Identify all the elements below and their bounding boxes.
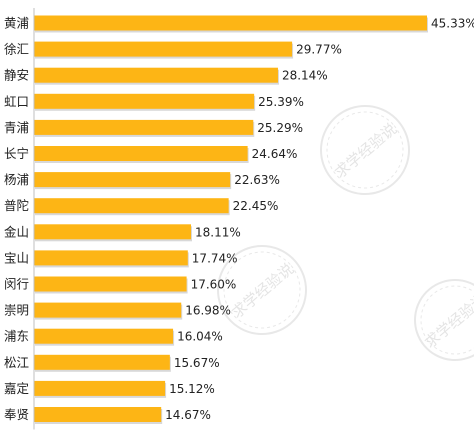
value-label: 25.39% [258,95,304,109]
category-label: 崇明 [4,303,29,318]
bar-徐汇 [34,41,293,57]
bar-嘉定 [34,380,166,396]
category-label: 奉贤 [4,407,29,422]
watermark-stamp: 求学经验说 [414,279,474,361]
watermark-text: 求学经验说 [228,260,297,322]
value-label: 15.12% [169,382,215,396]
bar-浦东 [34,328,174,344]
value-label: 25.29% [257,121,303,135]
category-label: 闵行 [4,277,29,292]
bar-奉贤 [34,407,162,422]
value-label: 22.63% [234,173,280,187]
value-label: 16.98% [185,304,231,318]
value-label: 17.74% [192,251,238,265]
bar-宝山 [34,250,188,266]
value-label: 15.67% [174,356,220,370]
bar-黄浦 [34,15,427,31]
watermark-stamp: 求学经验说 [320,105,410,195]
value-label: 24.64% [252,147,298,161]
value-label: 17.60% [191,278,237,292]
bar-青浦 [34,119,254,135]
value-label: 22.45% [233,199,279,213]
value-label: 29.77% [296,43,342,57]
bar-崇明 [34,302,182,318]
category-label: 浦东 [4,329,29,344]
bar-静安 [34,67,278,83]
category-label: 静安 [4,68,29,83]
category-label: 黄浦 [4,16,29,31]
category-label: 虹口 [4,94,29,109]
value-label: 28.14% [282,69,328,83]
bar-金山 [34,224,192,240]
category-label: 松江 [4,355,29,370]
bar-闵行 [34,276,187,292]
value-label: 45.33% [431,17,474,31]
value-label: 14.67% [165,408,211,422]
category-label: 嘉定 [4,381,29,396]
category-label: 长宁 [4,146,29,161]
bar-虹口 [34,93,255,109]
category-label: 金山 [4,224,29,239]
category-label: 徐汇 [4,42,29,57]
bar-松江 [34,354,170,370]
bar-长宁 [34,146,248,161]
category-label: 普陀 [4,198,29,213]
category-label: 青浦 [4,120,29,135]
category-label: 杨浦 [4,172,29,187]
bar-杨浦 [34,172,231,188]
bar-普陀 [34,198,229,214]
watermark-text: 求学经验说 [331,120,400,182]
watermark-text: 求学经验说 [421,290,474,352]
category-label: 宝山 [4,250,29,265]
value-label: 18.11% [195,225,241,239]
value-label: 16.04% [177,330,223,344]
